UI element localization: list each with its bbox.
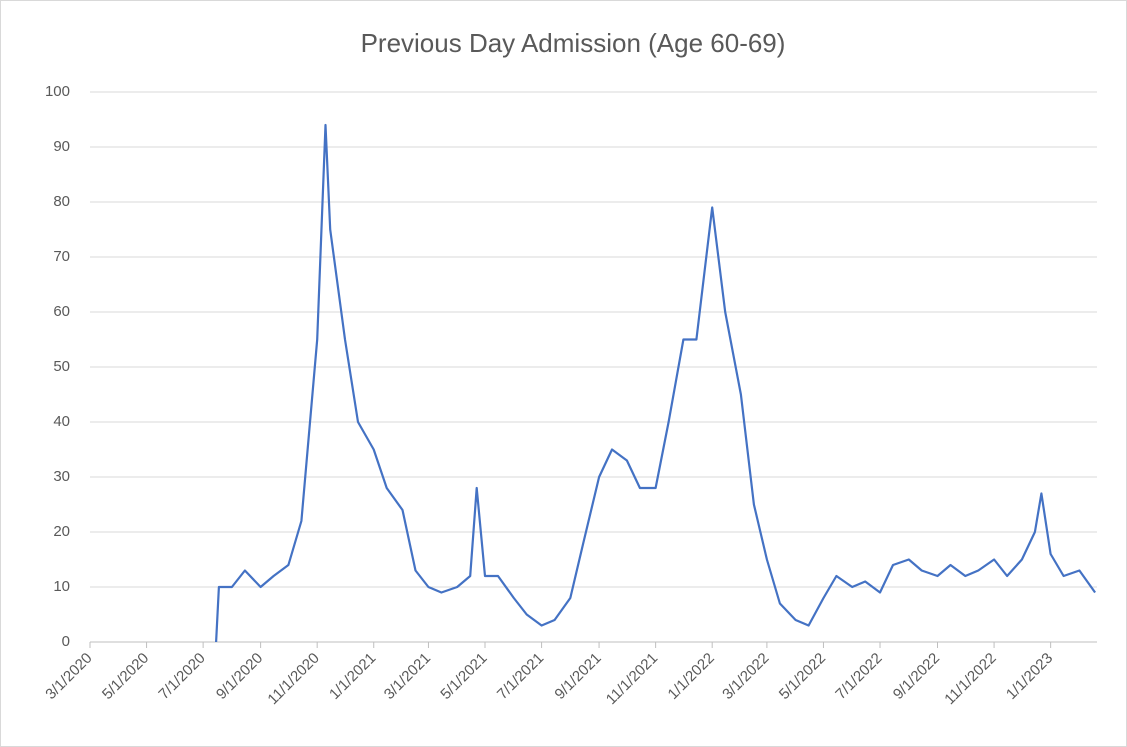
y-tick-label: 0 [62, 633, 70, 650]
y-tick-label: 30 [53, 468, 70, 485]
y-tick-label: 100 [45, 83, 70, 100]
y-tick-label: 80 [53, 193, 70, 210]
y-tick-label: 70 [53, 248, 70, 265]
y-tick-label: 50 [53, 358, 70, 375]
line [215, 123, 1096, 643]
y-tick-label: 60 [53, 303, 70, 320]
y-tick-label: 20 [53, 523, 70, 540]
y-tick-label: 10 [53, 578, 70, 595]
y-tick-label: 40 [53, 413, 70, 430]
chart-title: Previous Day Admission (Age 60-69) [361, 28, 786, 58]
y-tick-label: 90 [53, 138, 70, 155]
